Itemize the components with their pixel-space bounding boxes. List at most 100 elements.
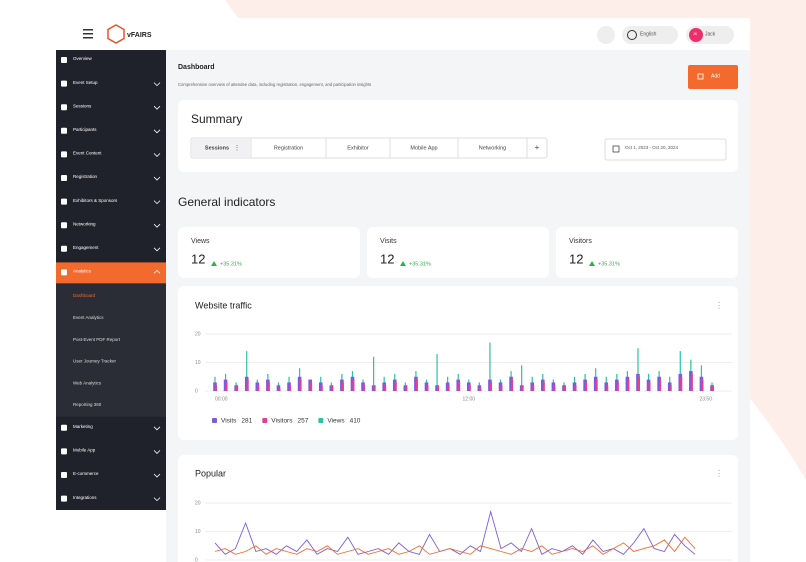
tab[interactable]: Mobile App <box>410 145 437 151</box>
menu-item[interactable]: Event Setup <box>73 80 98 85</box>
bar <box>468 385 471 391</box>
add-button[interactable] <box>688 65 738 89</box>
menu-item[interactable]: Analytics <box>73 269 92 274</box>
bar <box>215 385 217 391</box>
bar <box>669 385 672 391</box>
chevron <box>153 153 161 157</box>
chevron <box>153 105 161 110</box>
bar <box>447 385 450 391</box>
menu-icon <box>61 104 67 111</box>
legend-name[interactable]: Views <box>327 418 345 425</box>
menu-item-active <box>56 262 166 284</box>
indicator-value: 12 <box>191 251 205 266</box>
submenu-item[interactable]: Dashboard <box>73 293 96 298</box>
tab[interactable]: Exhibitor <box>347 145 369 151</box>
bar <box>437 385 440 391</box>
x-tick-label: 23:50 <box>699 396 712 402</box>
logo: vFAIRS <box>127 32 152 39</box>
bar <box>679 351 681 391</box>
bar <box>384 385 387 391</box>
indicator-change: +35.31% <box>220 261 242 267</box>
date-picker[interactable] <box>604 138 727 161</box>
bar <box>267 382 270 391</box>
y-tick-label: 0 <box>195 557 198 562</box>
tips-button[interactable] <box>597 26 615 44</box>
indicator-change: +35.31% <box>598 261 620 267</box>
up-arrow <box>589 261 595 266</box>
tab-active <box>192 139 250 157</box>
bar <box>394 382 397 391</box>
bar <box>511 379 514 391</box>
indicator-change: +35.31% <box>409 261 431 267</box>
menu-item[interactable]: Event Content <box>73 151 102 156</box>
bar <box>500 385 503 391</box>
indicator-card <box>367 227 549 278</box>
submenu-item[interactable]: Reporting 360 <box>73 402 102 407</box>
bar <box>405 385 408 391</box>
legend-total: 410 <box>350 418 361 425</box>
menu-item[interactable]: Networking <box>73 221 96 226</box>
indicator-label: Visits <box>380 238 397 245</box>
chevron <box>153 82 161 87</box>
indicator-value: 12 <box>380 251 394 266</box>
menu-item[interactable]: Marketing <box>73 424 93 429</box>
menu-item[interactable]: E-commerce <box>73 471 99 476</box>
menu-icon <box>61 80 67 87</box>
tab[interactable]: Networking <box>479 145 507 151</box>
legend-swatch[interactable] <box>212 418 217 423</box>
popular-menu[interactable]: ⋮ <box>715 469 723 478</box>
chevron <box>153 450 161 454</box>
bar <box>521 365 523 391</box>
bar <box>320 385 323 391</box>
bar <box>392 379 397 391</box>
legend-name[interactable]: Visitors <box>271 418 293 425</box>
bar <box>426 385 429 391</box>
submenu-item[interactable]: User Journey Tracker <box>73 359 117 364</box>
menu-button[interactable] <box>83 29 93 39</box>
submenu-item[interactable]: Event Analytics <box>73 315 104 320</box>
menu-item[interactable]: Mobile App <box>73 448 96 453</box>
bar <box>680 376 683 391</box>
menu-item[interactable]: Exhibitors & Sponsors <box>73 198 118 203</box>
bar <box>509 376 513 391</box>
page-subtitle: Comprehensive overview of attendee data,… <box>178 82 371 87</box>
legend-swatch[interactable] <box>318 418 324 423</box>
language-select[interactable] <box>622 26 678 44</box>
bar <box>436 353 438 391</box>
menu-item[interactable]: Engagement <box>73 245 99 250</box>
menu-item[interactable]: Integrations <box>73 495 97 500</box>
legend-swatch[interactable] <box>262 418 268 423</box>
submenu-item[interactable]: Post-Event PDF Report <box>73 337 121 342</box>
chevron <box>153 473 161 478</box>
menu-icon <box>61 57 67 63</box>
bar <box>659 379 662 391</box>
tab[interactable]: + <box>535 143 540 152</box>
menu-item[interactable]: Overview <box>73 56 93 61</box>
bar <box>236 385 239 391</box>
bar <box>266 379 270 391</box>
legend-name[interactable]: Visits <box>221 418 237 425</box>
submenu-item[interactable]: Web Analytics <box>73 380 102 385</box>
popular-title: Popular <box>195 468 226 478</box>
menu-item[interactable]: Sessions <box>73 103 92 108</box>
bar <box>667 382 672 391</box>
bar <box>278 388 281 391</box>
menu-icon <box>61 424 67 431</box>
menu-icon <box>61 127 67 134</box>
bar <box>553 385 556 391</box>
x-tick-label: 00:00 <box>215 396 228 402</box>
traffic-menu[interactable]: ⋮ <box>715 301 723 310</box>
bar <box>289 385 292 391</box>
y-tick-label: 0 <box>195 388 198 394</box>
tab[interactable]: Registration <box>274 145 303 151</box>
bar <box>373 385 376 391</box>
menu-item[interactable]: Registration <box>73 174 98 179</box>
indicator-card <box>178 227 360 278</box>
menu-item[interactable]: Participants <box>73 127 97 132</box>
bar <box>595 379 598 391</box>
bar <box>341 382 344 391</box>
tab[interactable]: Sessions <box>205 145 229 151</box>
bar <box>352 379 355 391</box>
chevron <box>153 426 161 431</box>
